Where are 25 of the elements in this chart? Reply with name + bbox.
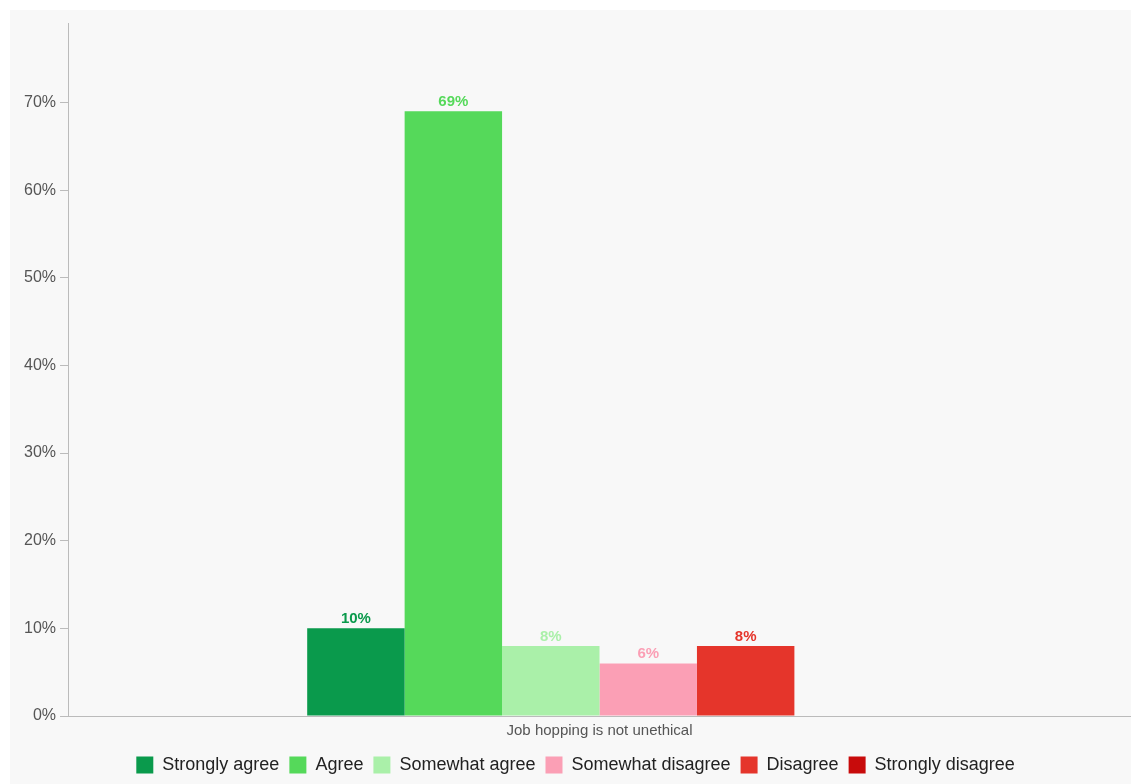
data-label: 10% — [340, 609, 371, 626]
data-label: 69% — [438, 91, 469, 109]
legend-label: Disagree — [766, 753, 839, 774]
legend-label: Agree — [315, 753, 364, 774]
data-label: 6% — [637, 644, 660, 662]
bar — [307, 628, 405, 716]
y-tick-label: 30% — [23, 443, 57, 461]
y-tick-label: 10% — [23, 618, 57, 636]
legend-label: Strongly disagree — [874, 753, 1015, 774]
y-tick-label: 50% — [23, 268, 57, 286]
legend-label: Strongly agree — [162, 753, 280, 774]
bar — [696, 645, 795, 716]
bar — [404, 111, 503, 716]
y-tick-label: 60% — [23, 180, 57, 198]
legend-label: Somewhat agree — [399, 753, 536, 774]
y-tick-label: 40% — [23, 355, 57, 373]
bar — [599, 663, 697, 716]
y-tick-label: 0% — [32, 706, 57, 724]
x-tick-label: Job hopping is not unethical — [506, 721, 693, 739]
data-label: 8% — [539, 626, 562, 644]
y-tick-label: 20% — [23, 531, 57, 549]
legend-label: Somewhat disagree — [571, 753, 731, 774]
data-label: 8% — [734, 626, 757, 644]
y-tick-label: 70% — [23, 92, 57, 110]
bar — [502, 645, 600, 716]
